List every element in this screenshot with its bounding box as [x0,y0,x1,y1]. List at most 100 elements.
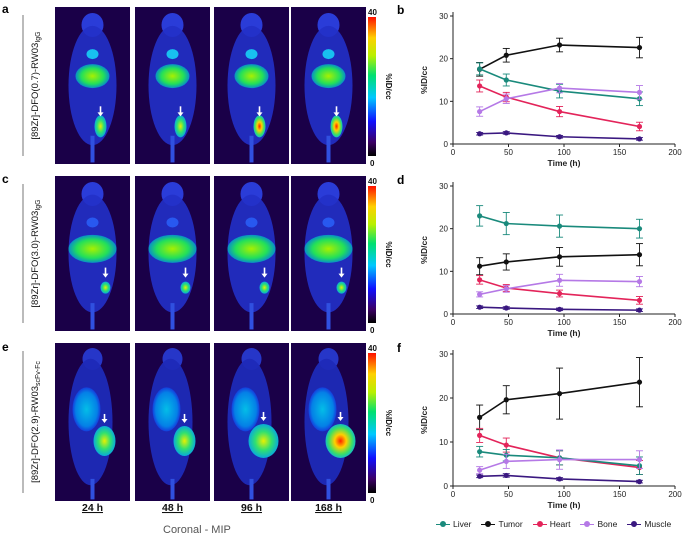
series-line [479,279,640,296]
series-muscle [476,472,643,485]
panel-label-d: d [397,173,404,187]
data-point [636,44,643,51]
colorbar-unit: %ID/cc [384,73,393,100]
data-point [477,263,483,269]
data-point [556,42,563,48]
colorbar-min: 0 [370,326,375,335]
colorbar-max: 40 [368,8,377,17]
row-label: [89Zr]-DFO(3.0)-RW03IgG [30,199,42,307]
x-tick-label: 0 [451,148,456,157]
data-point [503,397,509,403]
colorbar-min: 0 [370,496,375,505]
y-tick-label: 0 [444,482,449,491]
x-tick-label: 50 [504,148,513,157]
data-point [556,391,563,397]
data-point [477,304,483,310]
legend-marker [481,520,496,528]
time-label: 24 h [82,502,103,514]
x-tick-label: 150 [613,148,627,157]
data-point [556,85,563,91]
y-tick-label: 10 [439,438,448,447]
data-point [503,130,509,136]
data-point [636,457,643,463]
pet-image [214,343,289,501]
data-point [503,96,509,102]
series-muscle [476,304,643,313]
pet-image [55,7,130,164]
series-tumor [476,243,643,276]
x-axis-title: Time (h) [548,500,581,510]
data-point [503,442,509,448]
pet-image [55,343,130,501]
series-heart [476,275,643,305]
y-tick-label: 30 [439,12,448,21]
y-tick-label: 20 [439,394,448,403]
data-point [477,473,483,479]
data-point [636,307,643,313]
legend-marker [532,520,547,528]
series-line [479,306,640,311]
x-tick-label: 50 [504,490,513,499]
x-tick-label: 0 [451,318,456,327]
pet-image [135,343,210,501]
colorbar [368,353,376,493]
series-bone [476,449,643,475]
colorbar-max: 40 [368,344,377,353]
pet-image [135,176,210,331]
series-muscle [476,130,643,142]
time-label: 96 h [241,502,262,514]
y-tick-label: 0 [444,310,449,319]
data-point [503,77,509,83]
y-tick-label: 10 [439,267,448,276]
colorbar-min: 0 [370,159,375,168]
data-point [477,432,483,438]
x-tick-label: 100 [557,490,571,499]
data-point [556,457,563,463]
legend-label: Liver [453,519,472,529]
series-line [479,44,640,71]
data-point [477,414,483,420]
data-point [503,52,509,58]
x-tick-label: 150 [613,490,627,499]
data-point [477,291,483,297]
y-tick-label: 20 [439,225,448,234]
data-point [503,286,509,292]
data-point [503,458,509,464]
legend-label: Muscle [644,519,672,529]
series-line [479,87,640,113]
row-label: [89Zr]-DFO(0.7)-RW03IgG [30,31,42,139]
series-bone [476,82,643,117]
data-point [477,66,483,72]
data-point [636,123,643,130]
series-line [479,450,640,467]
pet-image [291,343,366,501]
colorbar-unit: %ID/cc [384,410,393,437]
data-point [503,305,509,311]
data-point [477,449,483,455]
data-point [556,290,563,297]
data-point [636,226,643,232]
pet-image [291,7,366,164]
series-line [479,381,640,419]
data-point [477,108,483,115]
legend-label: Heart [549,519,571,529]
legend-item-heart: Heart [532,519,571,529]
data-point [477,277,483,283]
data-point [556,476,563,482]
data-point [636,297,643,303]
x-axis-title: Time (h) [548,328,581,338]
data-point [636,252,643,258]
y-axis-title: %ID/cc [419,406,429,434]
x-tick-label: 100 [557,318,571,327]
series-line [479,85,640,128]
x-tick-label: 150 [613,318,627,327]
y-axis-title: %ID/cc [419,66,429,94]
series-bone [476,273,643,298]
chart-panel-d: d 0 10 20 30 0 50 100 150 200 Time (h) %ID/cc [397,173,682,338]
series-line [479,132,640,140]
series-line [479,434,640,469]
data-point [556,277,563,283]
colorbar [368,17,376,156]
legend-label: Tumor [498,519,523,529]
data-point [503,472,509,479]
